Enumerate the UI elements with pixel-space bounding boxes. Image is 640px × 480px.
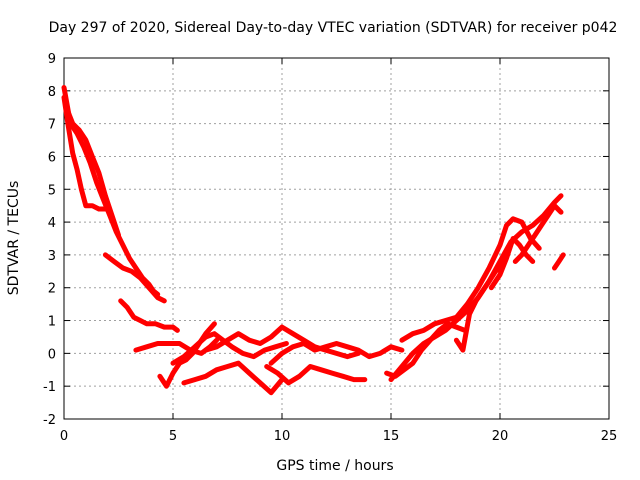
y-tick-label: -1 bbox=[43, 380, 56, 395]
y-tick-label: 0 bbox=[48, 347, 56, 362]
series-track-17 bbox=[488, 236, 536, 291]
y-tick-label: -2 bbox=[43, 413, 56, 428]
x-tick-label: 10 bbox=[274, 429, 291, 444]
y-axis: -2 -1 0 1 2 3 4 5 6 7 8 9 bbox=[43, 52, 609, 428]
series-track-15 bbox=[399, 216, 542, 343]
series-track-5 bbox=[118, 298, 180, 333]
data-series bbox=[61, 85, 566, 396]
series-track-12 bbox=[268, 341, 405, 366]
x-tick-label: 25 bbox=[601, 429, 618, 444]
y-tick-label: 8 bbox=[48, 85, 56, 100]
plot-frame bbox=[63, 57, 610, 420]
series-track-9 bbox=[181, 360, 285, 396]
series-track-16 bbox=[453, 262, 505, 353]
y-tick-label: 5 bbox=[48, 183, 56, 198]
y-tick-label: 9 bbox=[48, 52, 56, 67]
x-tick-label: 20 bbox=[492, 429, 509, 444]
y-tick-label: 2 bbox=[48, 282, 56, 297]
series-track-4 bbox=[102, 252, 167, 304]
y-tick-label: 1 bbox=[48, 315, 56, 330]
x-tick-label: 5 bbox=[169, 429, 177, 444]
series-track-11 bbox=[264, 364, 368, 386]
y-tick-label: 4 bbox=[48, 216, 56, 231]
x-axis: 0 5 10 15 20 25 bbox=[60, 58, 617, 444]
series-track-8 bbox=[170, 331, 289, 366]
x-tick-label: 0 bbox=[60, 429, 68, 444]
y-tick-label: 3 bbox=[48, 249, 56, 264]
series-track-19 bbox=[552, 252, 566, 271]
x-tick-label: 15 bbox=[383, 429, 400, 444]
series-track-18 bbox=[512, 203, 564, 264]
y-tick-label: 7 bbox=[48, 118, 56, 133]
series-track-1 bbox=[61, 85, 161, 297]
series-track-10 bbox=[203, 324, 361, 360]
x-axis-label: GPS time / hours bbox=[276, 458, 393, 474]
y-tick-label: 6 bbox=[48, 150, 56, 165]
chart-title: Day 297 of 2020, Sidereal Day-to-day VTE… bbox=[49, 20, 618, 36]
y-axis-label: SDTVAR / TECUs bbox=[6, 181, 22, 296]
grid bbox=[64, 58, 609, 419]
series-track-3 bbox=[63, 104, 121, 238]
series-track-2 bbox=[61, 94, 111, 212]
